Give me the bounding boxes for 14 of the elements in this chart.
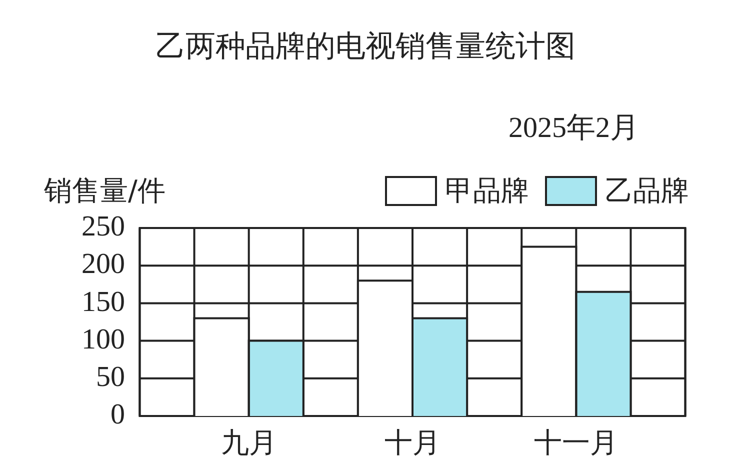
legend-label: 乙品牌 [605, 173, 689, 209]
chart-title: 乙两种品牌的电视销售量统计图 [154, 28, 576, 66]
chart-subtitle: 2025年2月 [508, 111, 639, 146]
y-tick-label: 100 [82, 323, 125, 356]
series-label: 甲品牌 [445, 173, 529, 209]
y-tick-label: 150 [82, 286, 125, 318]
x-tick-label: 十月 [384, 426, 440, 460]
x-tick-label: 十一月 [534, 426, 618, 460]
y-tick-label: 200 [82, 248, 125, 280]
y-tick-label: 0 [110, 398, 125, 431]
x-tick-label: 九月 [220, 426, 277, 460]
y-tick-label: 50 [96, 361, 125, 394]
y-tick-label: 250 [82, 210, 125, 243]
y-axis-title: 销售量/件 [44, 173, 166, 209]
